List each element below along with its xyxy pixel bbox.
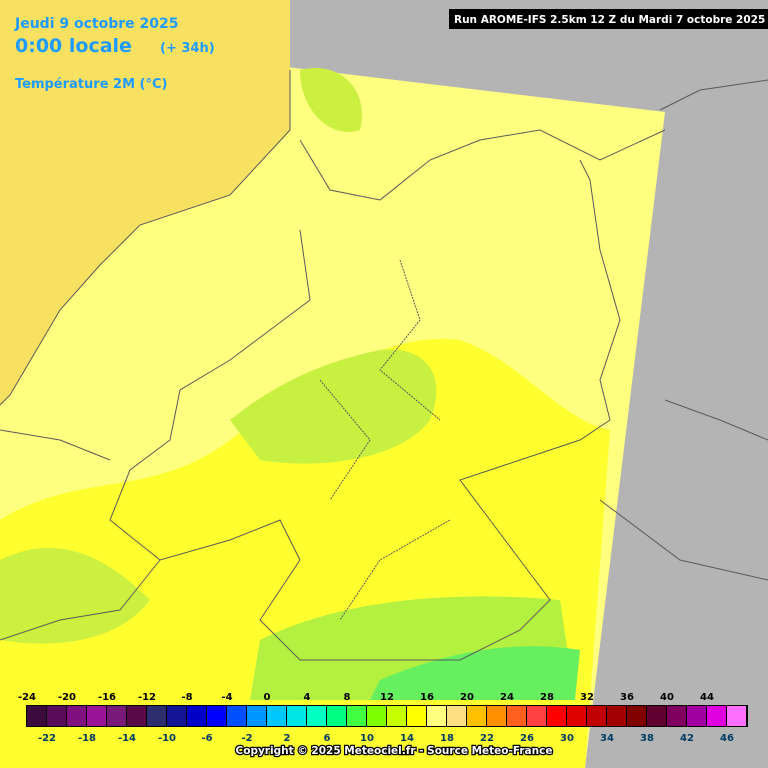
legend-swatch — [447, 706, 466, 726]
legend-label: -14 — [118, 733, 136, 744]
legend-label: 4 — [304, 692, 311, 703]
legend-label: -16 — [98, 692, 116, 703]
legend-swatch — [267, 706, 286, 726]
legend-swatch — [467, 706, 486, 726]
legend-swatch — [507, 706, 526, 726]
legend-swatch — [207, 706, 226, 726]
legend-swatch — [227, 706, 246, 726]
legend: -24-22-20-18-16-14-12-10-8-6-4-202468101… — [18, 692, 748, 744]
region-border — [319, 259, 451, 621]
legend-label: 12 — [380, 692, 394, 703]
run-box — [449, 9, 768, 29]
legend-swatch — [587, 706, 606, 726]
temp-area — [0, 547, 150, 644]
legend-label: 16 — [420, 692, 434, 703]
legend-label: 6 — [324, 733, 331, 744]
legend-label: 0 — [264, 692, 271, 703]
legend-label: -4 — [221, 692, 232, 703]
legend-label: 32 — [580, 692, 594, 703]
legend-swatch — [407, 706, 426, 726]
legend-label: -22 — [38, 733, 56, 744]
legend-swatch — [547, 706, 566, 726]
coastline — [0, 70, 666, 406]
legend-label: 8 — [344, 692, 351, 703]
legend-label: 2 — [284, 733, 291, 744]
legend-label: 44 — [700, 692, 714, 703]
legend-swatch — [627, 706, 646, 726]
legend-swatch — [667, 706, 686, 726]
legend-swatch — [687, 706, 706, 726]
run-info: Run AROME-IFS 2.5km 12 Z du Mardi 7 octo… — [454, 14, 765, 26]
legend-label: -8 — [181, 692, 192, 703]
legend-label: -2 — [241, 733, 252, 744]
legend-swatch — [147, 706, 166, 726]
time: 0:00 locale — [15, 35, 132, 57]
legend-swatch — [527, 706, 546, 726]
legend-swatch — [47, 706, 66, 726]
date: Jeudi 9 octobre 2025 — [14, 16, 178, 32]
legend-label: 24 — [500, 692, 514, 703]
country-border — [109, 159, 621, 661]
parameter: Température 2M (°C) — [15, 77, 167, 92]
temp-area — [370, 646, 580, 700]
legend-label: -12 — [138, 692, 156, 703]
lead-time: (+ 34h) — [160, 41, 215, 56]
temp-area — [300, 68, 362, 132]
legend-label: 46 — [720, 733, 734, 744]
legend-label: 40 — [660, 692, 674, 703]
legend-swatch — [187, 706, 206, 726]
legend-label: 34 — [600, 733, 614, 744]
legend-label: 36 — [620, 692, 634, 703]
legend-swatch — [27, 706, 46, 726]
temp-area — [230, 349, 437, 464]
legend-swatch — [327, 706, 346, 726]
legend-swatch — [167, 706, 186, 726]
legend-label: 10 — [360, 733, 374, 744]
legend-label: -6 — [201, 733, 212, 744]
legend-swatch — [387, 706, 406, 726]
legend-swatch — [67, 706, 86, 726]
legend-label: 20 — [460, 692, 474, 703]
legend-swatch — [647, 706, 666, 726]
legend-label: 30 — [560, 733, 574, 744]
legend-swatch — [287, 706, 306, 726]
legend-label: 28 — [540, 692, 554, 703]
legend-swatch — [87, 706, 106, 726]
legend-swatch — [247, 706, 266, 726]
legend-swatch — [427, 706, 446, 726]
legend-label: 42 — [680, 733, 694, 744]
legend-swatch — [487, 706, 506, 726]
legend-label: 18 — [440, 733, 454, 744]
legend-swatch — [727, 706, 746, 726]
legend-label: 26 — [520, 733, 534, 744]
copyright: Copyright © 2025 Meteociel.fr - Source M… — [236, 745, 553, 757]
legend-swatch — [127, 706, 146, 726]
legend-swatch — [347, 706, 366, 726]
legend-swatch — [607, 706, 626, 726]
legend-swatch — [107, 706, 126, 726]
legend-swatch — [707, 706, 726, 726]
legend-label: -24 — [18, 692, 36, 703]
legend-label: -18 — [78, 733, 96, 744]
legend-label: -20 — [58, 692, 76, 703]
legend-label: 22 — [480, 733, 494, 744]
country-border — [0, 79, 768, 641]
legend-swatch — [567, 706, 586, 726]
legend-label: 14 — [400, 733, 414, 744]
legend-label: -10 — [158, 733, 176, 744]
sea-area — [0, 0, 290, 405]
legend-swatch — [307, 706, 326, 726]
legend-swatch — [367, 706, 386, 726]
legend-label: 38 — [640, 733, 654, 744]
